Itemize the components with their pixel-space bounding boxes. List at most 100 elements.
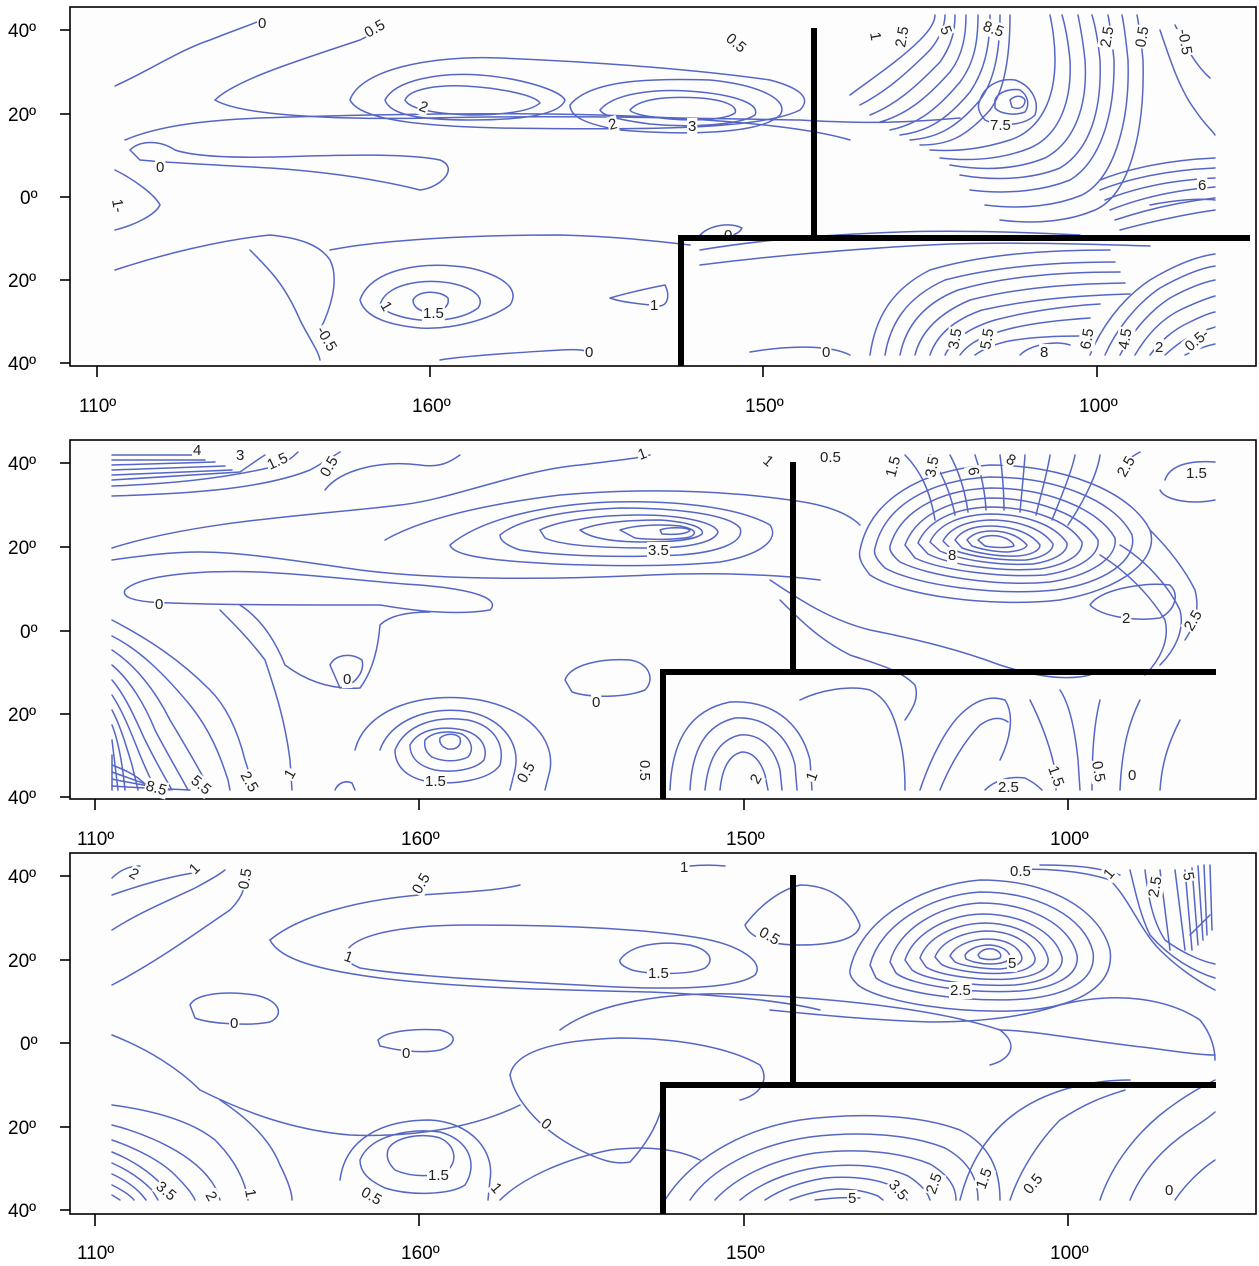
contour-label: 1.5 [1186,465,1207,482]
x-tick-label: 100º [1050,829,1089,850]
contour-label: 0.5 [1010,863,1031,880]
y-tick-label: 40º [8,1201,36,1222]
contour-label: 1.5 [423,305,444,322]
contour-label: 0 [592,694,600,711]
contour-label: 1.5 [425,773,446,790]
contour-label: 0 [585,344,593,361]
x-tick-label: 160º [401,829,440,850]
y-tick-label: 0º [20,1034,38,1055]
contour-label: 1 [866,31,884,42]
contour-label: 8.5 [144,777,169,799]
contour-label: 0 [258,15,266,32]
contour-label: 0.5 [1088,760,1108,783]
y-tick-label: 20º [8,105,36,126]
y-tick-label: 0º [20,622,38,643]
x-tick-label: 150º [726,829,765,850]
contour-label: 6.5 [1077,327,1097,350]
y-tick-label: 20º [8,1118,36,1139]
panel-bottom: 2 1 0.5 0.5 1 0.5 1 1.5 0.5 1 2.5 5 5 2.… [8,852,1257,1264]
contour-label: 0.5 [820,449,841,466]
contour-label: 6 [1198,177,1206,194]
x-tick-label: 160º [412,396,451,417]
y-tick-label: 20º [8,705,36,726]
contour-label: 1 [241,1188,259,1199]
contour-label: 1- [108,198,127,214]
contour-label: 2.5 [1145,875,1165,898]
y-tick-label: 40º [8,354,36,375]
y-tick-label: 40º [8,454,36,475]
contour-label: 1.5 [882,454,904,479]
y-tick-label: 0º [20,188,38,209]
y-tick-label: 20º [8,538,36,559]
panel-middle-x-axis: 110º 160º 150º 100º [77,799,1089,850]
contour-label: 4.5 [1115,327,1135,350]
y-tick-label: 20º [8,951,36,972]
panel-middle-y-axis: 40º 20º 0º 20º 40º [8,454,70,809]
panel-top-contours [114,14,1216,361]
contour-label: 1 [680,859,688,876]
contour-label: 0.5 [636,760,653,781]
contour-label: 5 [1179,871,1197,882]
contour-label: 2 [1122,610,1130,627]
contour-label: 2.5 [1097,25,1117,48]
x-tick-label: 160º [401,1243,440,1264]
contour-label: 2.5 [950,982,971,999]
x-tick-label: 110º [79,396,116,417]
panel-top-boundary-horizontal [678,235,1250,366]
contour-label: 3 [688,118,696,135]
contour-label: 0 [155,596,163,613]
contour-label: 1.5 [973,1166,996,1191]
panel-bottom-y-axis: 40º 20º 0º 20º 40º [8,867,70,1222]
contour-label: 0 [343,671,351,688]
x-tick-label: 100º [1050,1243,1089,1264]
contour-label: 1 [650,297,658,314]
contour-label: 2.5 [923,1171,946,1196]
contour-label: 0.5 [1132,25,1152,48]
contour-label: 6 [964,466,982,477]
x-tick-label: 110º [77,829,114,850]
x-tick-label: 150º [726,1243,765,1264]
panel-middle: 4 3 1.5 0.5 1 1 0.5 1.5 3.5 6 8 2.5 1.5 … [8,439,1257,850]
contour-label: 1.5 [428,1167,449,1184]
panel-top-x-axis: 110º 160º 150º 100º [79,366,1118,417]
x-tick-label: 150º [745,396,784,417]
contour-label: 1.5 [1044,764,1067,789]
contour-label: -0.5 [1174,28,1195,56]
contour-label: 0 [402,1045,410,1062]
contour-label: 0.5 [235,867,255,890]
contour-label: 8 [948,547,956,564]
y-tick-label: 40º [8,21,36,42]
contour-label: 7.5 [990,117,1011,134]
contour-label: 2 [1155,339,1163,356]
contour-label: 3.5 [922,455,942,478]
panel-bottom-boundary-horizontal [660,1082,1216,1214]
contour-label: 4 [193,442,201,459]
contour-label: 5 [1008,955,1016,972]
contour-label: 8.5 [981,18,1006,41]
contour-label: 2.5 [892,25,912,48]
contour-label: 3 [236,447,244,464]
panel-bottom-x-axis: 110º 160º 150º 100º [77,1214,1089,1264]
contour-label: 0 [156,159,164,176]
contour-label: 0 [230,1015,238,1032]
contour-label: 0 [1128,767,1136,784]
contour-label: 5.5 [977,327,997,350]
y-tick-label: 40º [8,867,36,888]
panel-top: 0 0.5 0.5 1 2.5 5 8.5 2.5 0.5 -0.5 2 2 3… [8,6,1257,417]
x-tick-label: 100º [1079,396,1118,417]
panel-bottom-contours [111,864,1216,1201]
panel-top-y-axis: 40º 20º 0º 20º 40º [8,21,70,375]
contour-label: 5 [848,1190,856,1207]
panel-middle-boundary-horizontal [660,669,1216,799]
contour-label: 8 [1040,344,1048,361]
contour-label: 0 [1165,1182,1173,1199]
contour-label: 2.5 [998,779,1019,796]
contour-label: 0 [822,344,830,361]
panel-top-frame [69,6,1257,367]
contour-label: 3.5 [648,542,669,559]
y-tick-label: 20º [8,271,36,292]
contour-label: 1.5 [648,965,669,982]
y-tick-label: 40º [8,788,36,809]
x-tick-label: 110º [77,1243,114,1264]
